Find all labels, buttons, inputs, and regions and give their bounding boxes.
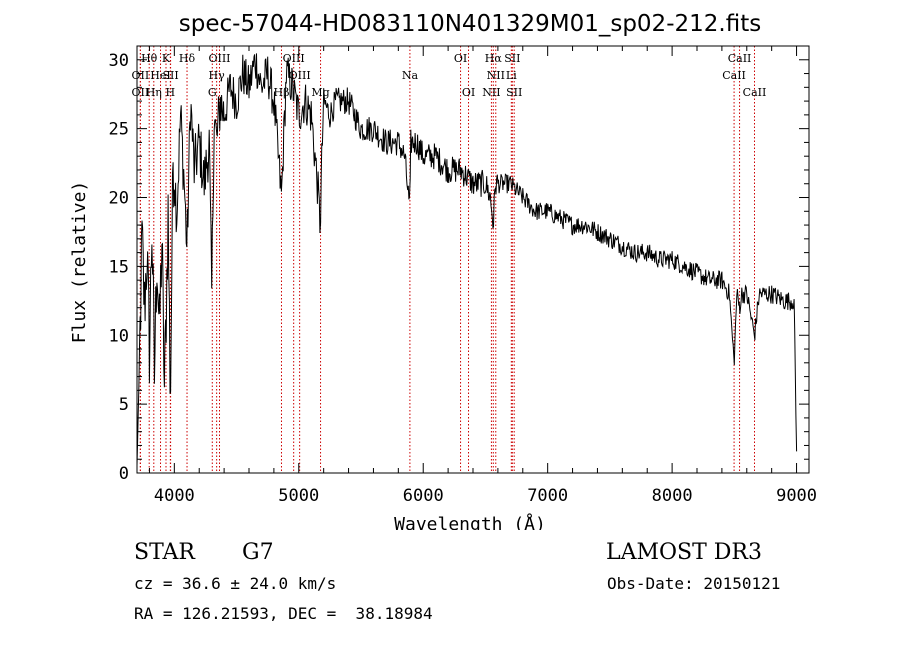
spectral-line-label: SII — [504, 52, 520, 65]
y-tick-label: 5 — [119, 395, 129, 415]
y-axis-label: Flux (relative) — [69, 181, 90, 344]
y-tick-label: 0 — [119, 464, 129, 484]
chart-title: spec-57044-HD083110N401329M01_sp02-212.f… — [179, 11, 761, 37]
spectral-line-label: Li — [506, 69, 517, 82]
y-tick-label: 25 — [109, 120, 129, 140]
spectral-line-label: CaII — [728, 52, 752, 65]
spectral-line-label: Hδ — [179, 52, 196, 65]
spectral-line-label: Hθ — [141, 52, 158, 65]
spectral-line-label: Hα — [485, 52, 503, 65]
spectral-line-label: OIII — [208, 52, 230, 65]
x-tick-label: 9000 — [776, 486, 817, 506]
spectral-line-label: NII — [482, 86, 500, 99]
spectral-line-label: Hη — [146, 86, 162, 99]
spectral-line-label: OII — [132, 69, 150, 82]
spectral-line-label: OIII — [283, 52, 305, 65]
spectral-line-label: Hβ — [274, 86, 290, 99]
spectral-line-label: Na — [402, 69, 419, 82]
spectrum-chart: spec-57044-HD083110N401329M01_sp02-212.f… — [69, 11, 817, 530]
survey-name: LAMOST DR3 — [606, 540, 762, 565]
obs-date: Obs-Date: 20150121 — [607, 574, 781, 593]
x-tick-label: 8000 — [652, 486, 693, 506]
spectrum-line — [136, 53, 798, 466]
spectral-line-label: OII — [132, 86, 150, 99]
spectral-line-label: Hγ — [209, 69, 226, 82]
spectral-line-label: K — [162, 52, 171, 65]
spectral-line-label: CaII — [722, 69, 746, 82]
spectral-line-label: OI — [462, 86, 475, 99]
y-axis-ticks: 0 5 10 15 20 25 30 — [109, 51, 809, 484]
redshift-readout: cz = 36.6 ± 24.0 km/s — [134, 574, 337, 593]
x-axis-ticks: 4000 5000 6000 7000 8000 9000 — [148, 46, 817, 506]
spectral-line-label: NII — [487, 69, 505, 82]
x-tick-label: 4000 — [154, 486, 195, 506]
y-tick-label: 10 — [109, 326, 129, 346]
x-tick-label: 6000 — [403, 486, 444, 506]
spectral-line-label: OIII — [289, 69, 311, 82]
y-tick-label: 15 — [109, 257, 129, 277]
spectral-line-markers — [139, 46, 755, 473]
x-axis-label: Wavelength (Å) — [394, 513, 546, 530]
spectral-line-label: G — [208, 86, 217, 99]
x-tick-label: 7000 — [527, 486, 568, 506]
spectral-line-label: Mg — [311, 86, 329, 99]
object-class: STAR — [134, 540, 195, 565]
spectral-line-label: CaII — [743, 86, 767, 99]
coordinates: RA = 126.21593, DEC = 38.18984 — [134, 604, 433, 623]
y-tick-label: 30 — [109, 51, 129, 71]
spectral-line-label: H — [166, 86, 176, 99]
x-tick-label: 5000 — [278, 486, 319, 506]
spectral-line-label: OI — [454, 52, 467, 65]
spectral-line-label: HeI — [150, 69, 170, 82]
object-subclass: G7 — [242, 540, 274, 565]
y-tick-label: 20 — [109, 189, 129, 209]
spectral-line-label: SII — [506, 86, 522, 99]
spectral-line-label: SII — [162, 69, 178, 82]
